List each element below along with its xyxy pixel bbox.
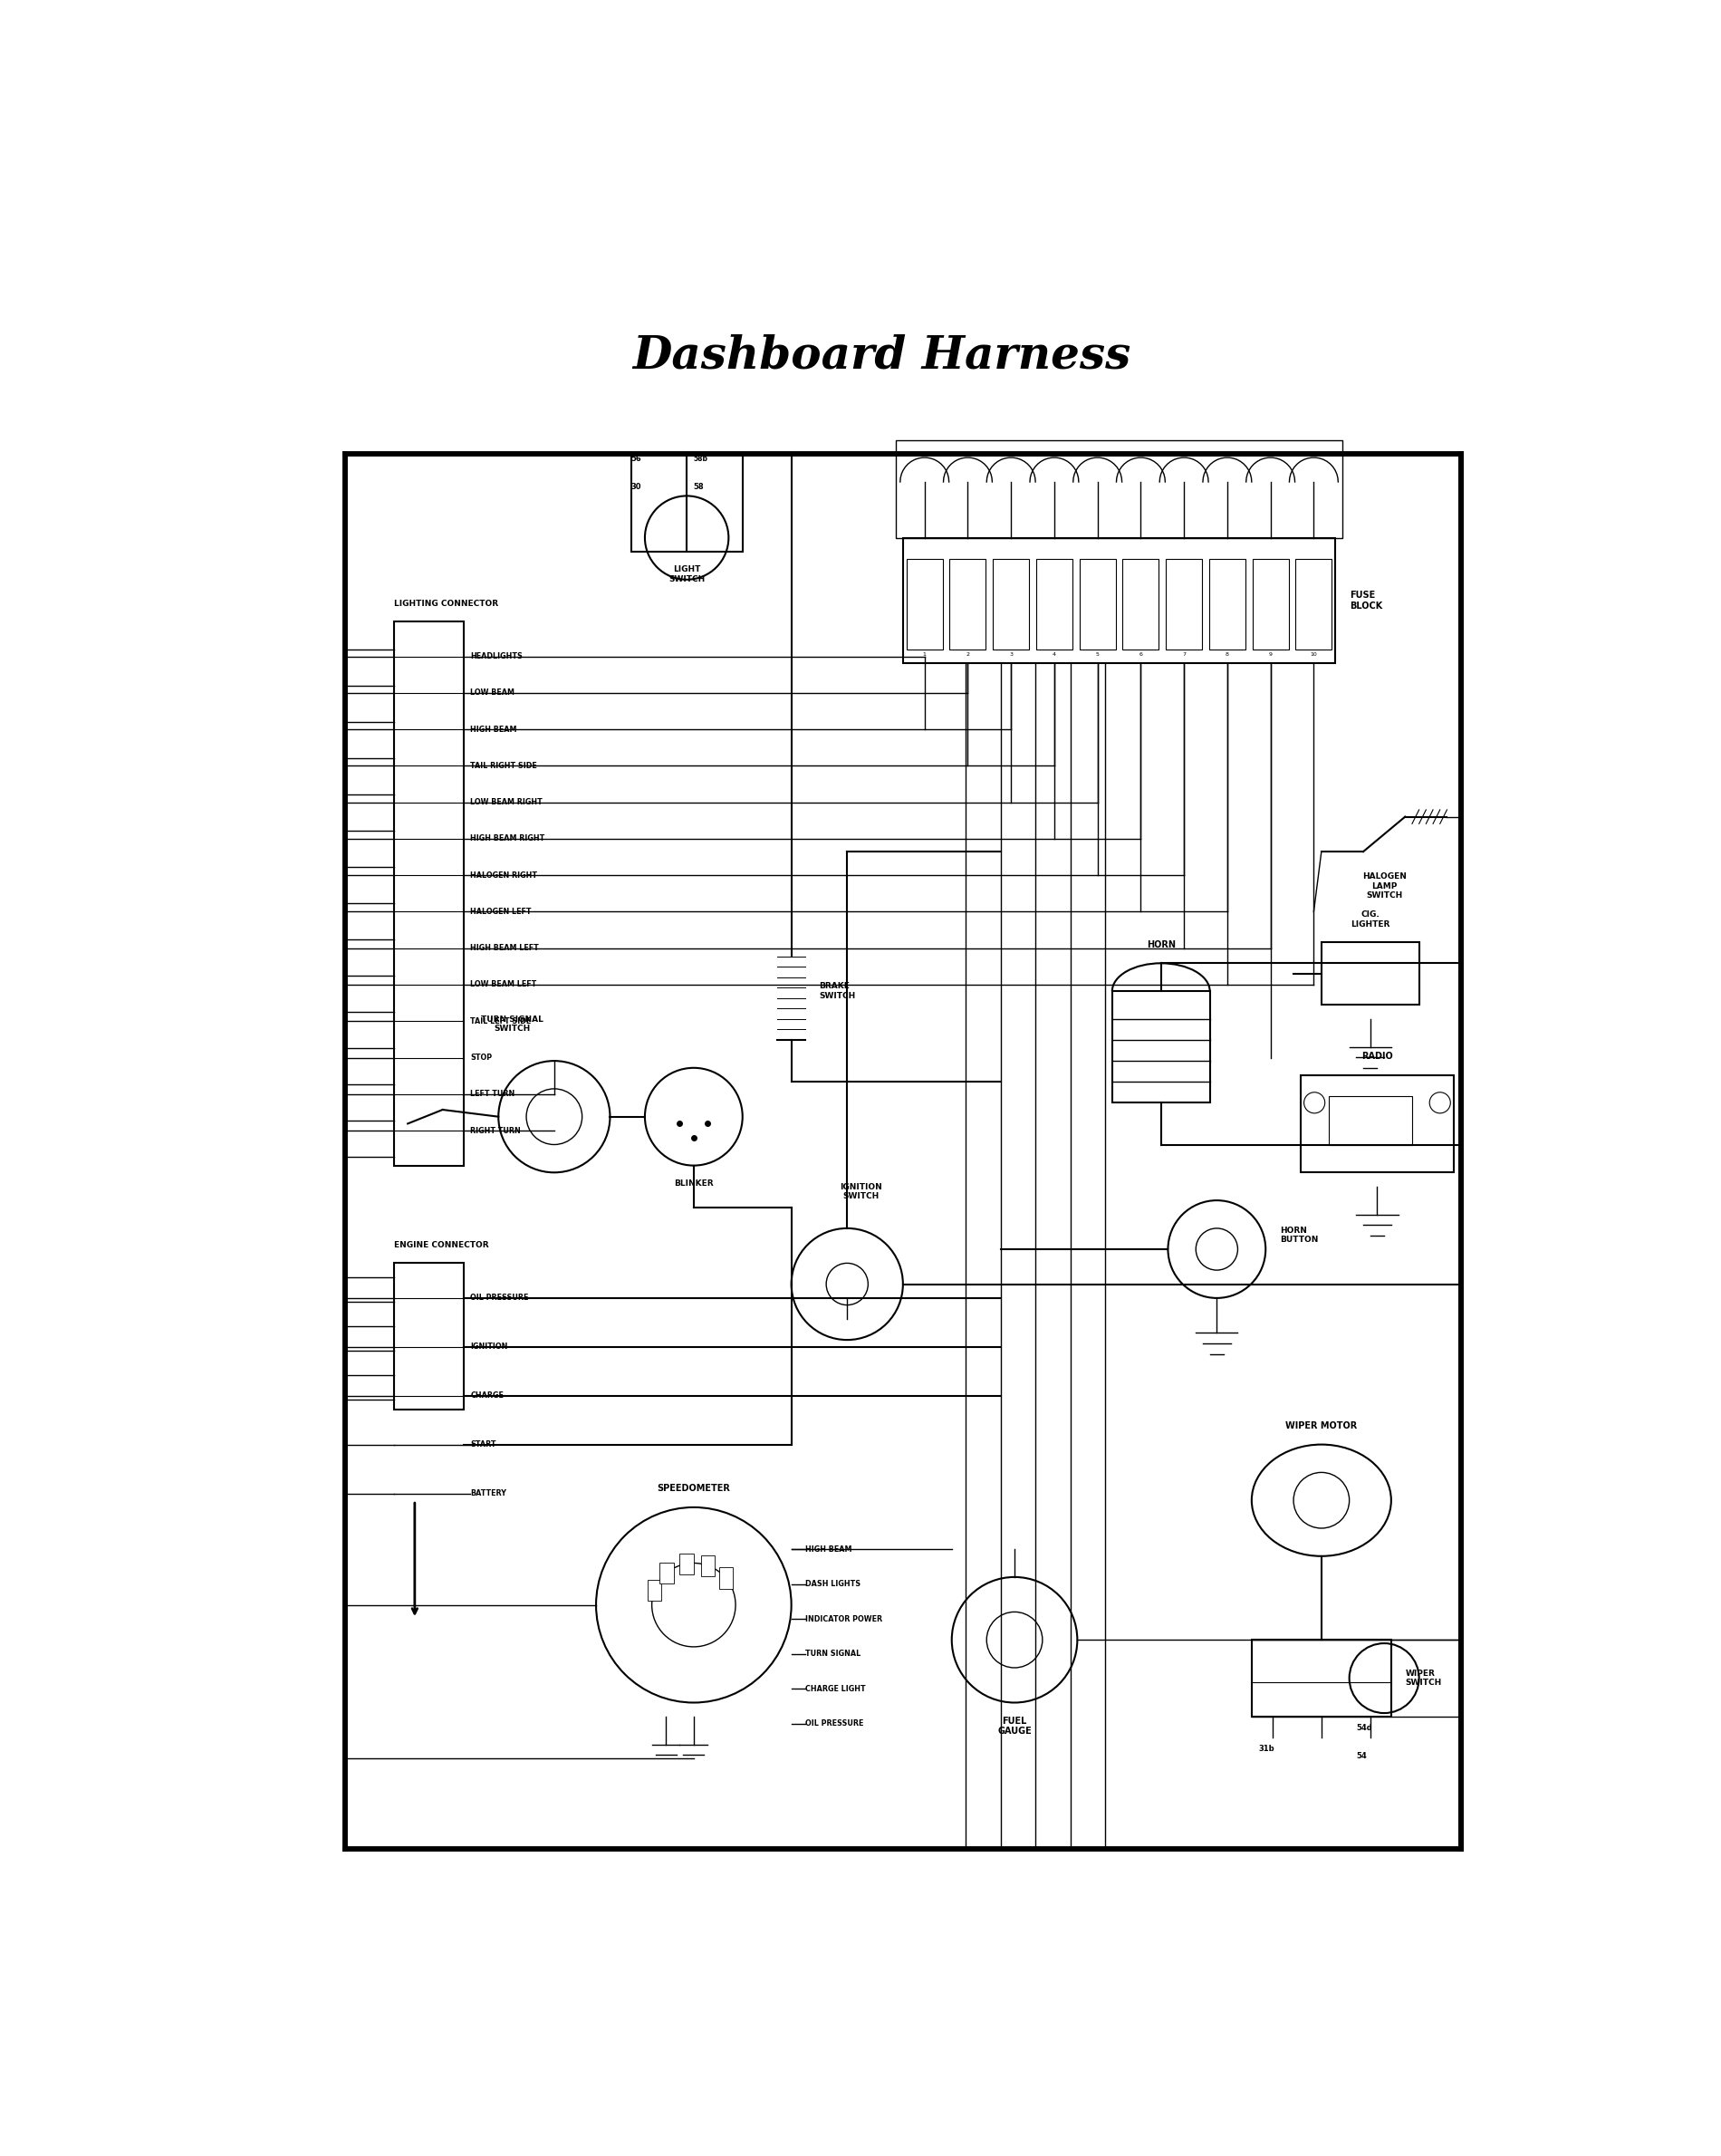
Bar xyxy=(1322,942,1420,1005)
Text: TAIL LEFT SIDE: TAIL LEFT SIDE xyxy=(470,1018,532,1026)
Bar xyxy=(1165,558,1203,649)
Bar xyxy=(950,558,986,649)
Bar xyxy=(904,537,1335,664)
Text: 6: 6 xyxy=(1139,651,1143,655)
Text: TURN SIGNAL: TURN SIGNAL xyxy=(805,1649,860,1658)
Text: LOW BEAM RIGHT: LOW BEAM RIGHT xyxy=(470,798,542,806)
Text: BRAKE
SWITCH: BRAKE SWITCH xyxy=(819,983,855,1000)
Text: CHARGE LIGHT: CHARGE LIGHT xyxy=(805,1684,866,1692)
Bar xyxy=(1079,558,1115,649)
Bar xyxy=(1122,558,1158,649)
Text: 31b: 31b xyxy=(1258,1744,1275,1753)
Text: HIGH BEAM LEFT: HIGH BEAM LEFT xyxy=(470,944,539,953)
Bar xyxy=(1301,1076,1454,1173)
Text: 5: 5 xyxy=(1096,651,1100,655)
Bar xyxy=(394,621,463,1166)
Bar xyxy=(1251,1641,1391,1716)
Text: LOW BEAM LEFT: LOW BEAM LEFT xyxy=(470,981,537,990)
Text: HIGH BEAM RIGHT: HIGH BEAM RIGHT xyxy=(470,834,546,843)
Text: CHARGE: CHARGE xyxy=(470,1391,504,1399)
Text: FUSE
BLOCK: FUSE BLOCK xyxy=(1349,591,1382,610)
Bar xyxy=(1253,558,1289,649)
Text: HIGH BEAM: HIGH BEAM xyxy=(805,1546,852,1552)
Text: LEFT TURN: LEFT TURN xyxy=(470,1091,515,1097)
Text: 58: 58 xyxy=(694,483,704,492)
Text: 8: 8 xyxy=(1225,651,1229,655)
Text: SPEEDOMETER: SPEEDOMETER xyxy=(657,1483,730,1494)
Text: START: START xyxy=(470,1440,496,1449)
Text: HORN
BUTTON: HORN BUTTON xyxy=(1280,1227,1318,1244)
Text: 4: 4 xyxy=(1053,651,1057,655)
Text: INDICATOR POWER: INDICATOR POWER xyxy=(805,1615,883,1623)
Text: 54: 54 xyxy=(1356,1753,1366,1759)
Bar xyxy=(632,455,742,552)
Text: RADIO: RADIO xyxy=(1361,1052,1392,1061)
Text: 58b: 58b xyxy=(694,455,709,464)
Text: IGNITION
SWITCH: IGNITION SWITCH xyxy=(840,1184,883,1201)
Text: 9: 9 xyxy=(1268,651,1272,655)
Text: OIL PRESSURE: OIL PRESSURE xyxy=(805,1720,864,1727)
Text: 30: 30 xyxy=(632,483,642,492)
Bar xyxy=(1296,558,1332,649)
Text: TURN SIGNAL
SWITCH: TURN SIGNAL SWITCH xyxy=(482,1015,544,1033)
Text: STOP: STOP xyxy=(470,1054,492,1061)
Bar xyxy=(1036,558,1072,649)
Text: DASH LIGHTS: DASH LIGHTS xyxy=(805,1580,860,1589)
Text: WIPER
SWITCH: WIPER SWITCH xyxy=(1404,1669,1442,1686)
Bar xyxy=(897,440,1342,537)
Text: HALOGEN LEFT: HALOGEN LEFT xyxy=(470,908,532,916)
Text: CIG.
LIGHTER: CIG. LIGHTER xyxy=(1351,910,1391,929)
Text: IGNITION: IGNITION xyxy=(470,1343,508,1352)
Bar xyxy=(719,1567,733,1589)
Bar xyxy=(659,1563,675,1583)
Text: FUEL
GAUGE: FUEL GAUGE xyxy=(998,1716,1031,1736)
Text: 56: 56 xyxy=(632,455,642,464)
Text: 10: 10 xyxy=(1310,651,1317,655)
Bar xyxy=(907,558,943,649)
Text: 2: 2 xyxy=(965,651,969,655)
Text: BATTERY: BATTERY xyxy=(470,1490,506,1498)
Text: RIGHT TURN: RIGHT TURN xyxy=(470,1128,521,1134)
Text: HIGH BEAM: HIGH BEAM xyxy=(470,724,518,733)
Text: LOW BEAM: LOW BEAM xyxy=(470,688,515,696)
Text: HALOGEN
LAMP
SWITCH: HALOGEN LAMP SWITCH xyxy=(1361,873,1406,899)
Text: HEADLIGHTS: HEADLIGHTS xyxy=(470,653,523,660)
Bar xyxy=(394,1263,463,1410)
Bar xyxy=(1112,992,1210,1102)
Bar xyxy=(700,1554,714,1576)
Bar xyxy=(1210,558,1246,649)
Text: 3: 3 xyxy=(1009,651,1014,655)
Text: HORN: HORN xyxy=(1146,940,1175,949)
Text: WIPER MOTOR: WIPER MOTOR xyxy=(1286,1421,1358,1432)
Text: LIGHTING CONNECTOR: LIGHTING CONNECTOR xyxy=(394,599,497,608)
Text: ENGINE CONNECTOR: ENGINE CONNECTOR xyxy=(394,1242,489,1248)
Text: 54d: 54d xyxy=(1356,1725,1372,1731)
Text: HALOGEN RIGHT: HALOGEN RIGHT xyxy=(470,871,537,880)
Bar xyxy=(680,1552,694,1574)
Text: Dashboard Harness: Dashboard Harness xyxy=(633,334,1131,379)
Text: 7: 7 xyxy=(1182,651,1186,655)
Bar xyxy=(344,455,1461,1850)
Text: BLINKER: BLINKER xyxy=(675,1179,714,1188)
Text: OIL PRESSURE: OIL PRESSURE xyxy=(470,1294,528,1302)
Text: TAIL RIGHT SIDE: TAIL RIGHT SIDE xyxy=(470,761,537,770)
Text: 1: 1 xyxy=(922,651,926,655)
Bar xyxy=(993,558,1029,649)
Bar xyxy=(647,1580,661,1602)
Text: LIGHT
SWITCH: LIGHT SWITCH xyxy=(668,565,706,584)
Bar xyxy=(1329,1095,1411,1145)
